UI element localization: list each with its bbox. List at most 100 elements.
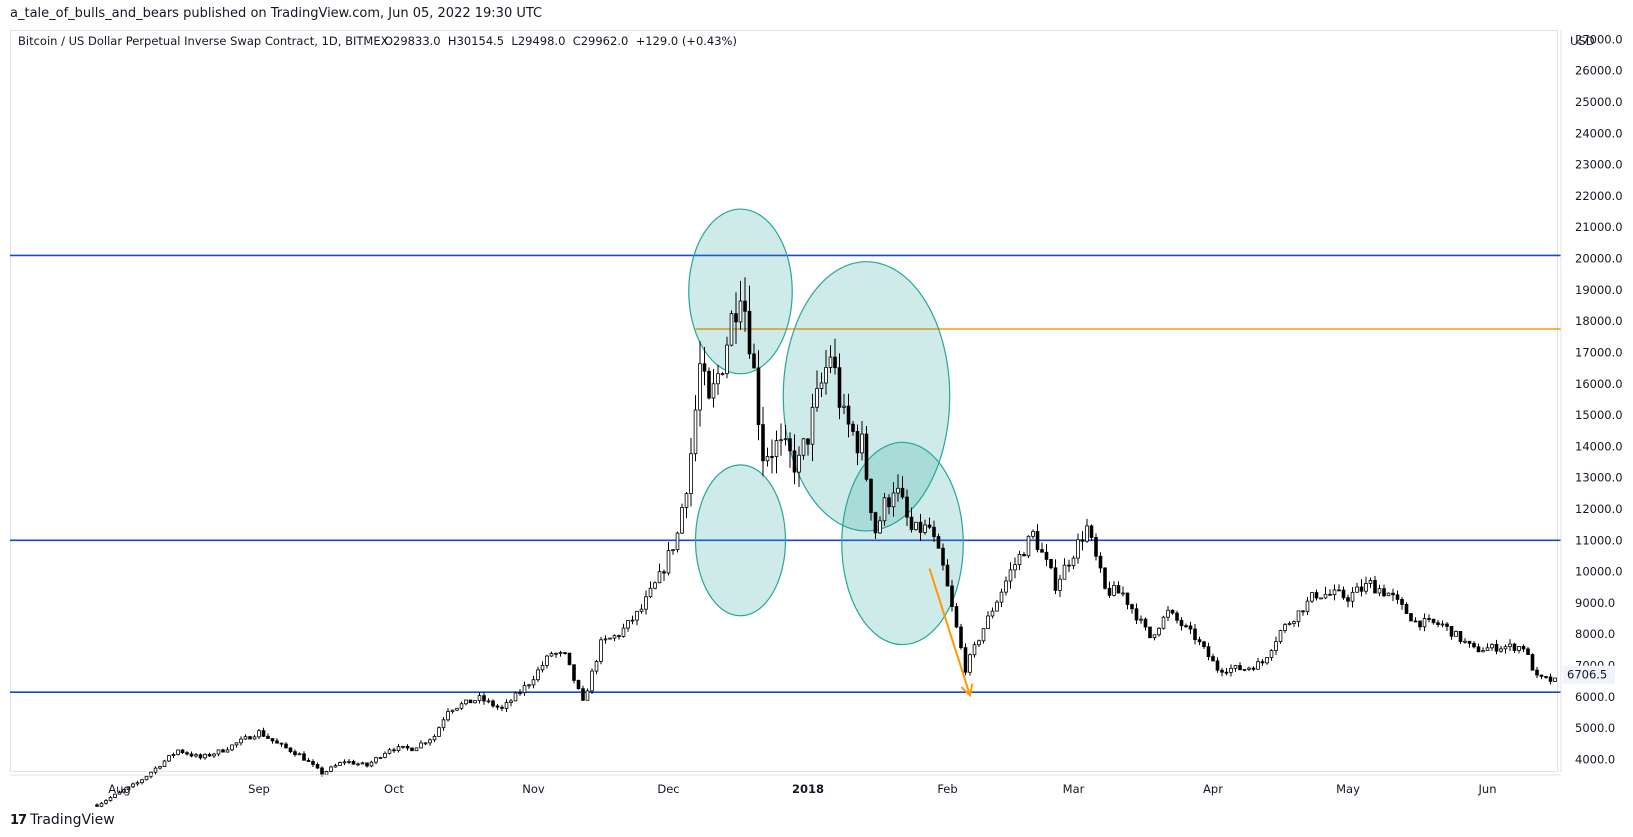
candle-body [270,738,275,742]
candle-body [1283,624,1287,631]
candle-body [828,356,833,368]
candle-body [423,742,428,745]
price-tick-label: 16000.0 [1575,377,1623,391]
time-tick-label: Aug [108,782,130,796]
candle-body [378,757,383,759]
candle-body [275,740,279,744]
price-tick-label: 18000.0 [1575,314,1623,328]
candle-body [675,532,680,551]
candle-body [1161,616,1166,629]
candle-body [905,496,909,518]
candle-body [261,730,266,737]
circle-drawing-1[interactable] [782,261,951,532]
circle-drawing-2[interactable] [694,464,787,617]
candle-body [572,664,576,681]
candle-body [923,524,927,533]
time-axis[interactable]: Aug Sep Oct Nov Dec 2018 Feb Mar Apr May Jun [108,782,1496,796]
candle-body [653,582,657,589]
candle-body [122,789,126,793]
candle-body [221,749,225,753]
price-tick-label: 22000.0 [1575,189,1623,203]
candle-body [693,409,698,455]
candle-body [1319,597,1323,600]
candle-body [999,591,1004,603]
candle-body [698,363,702,411]
candle-body [1071,557,1076,567]
candle-body [428,739,432,744]
price-tick-label: 21000.0 [1575,220,1623,234]
candle-body [774,440,779,457]
time-tick-label: Dec [657,782,679,796]
candle-body [1202,641,1206,648]
candle-body [621,627,626,637]
ohlc-values: O29833.0 H30154.5 L29498.0 C29962.0 +129… [384,34,737,48]
candle-body [603,638,608,641]
candle-body [432,735,437,741]
candle-body [846,405,851,425]
time-tick-label: 2018 [792,782,824,796]
price-tick-label: 14000.0 [1575,439,1623,453]
candle-body [1508,643,1512,648]
candle-body [203,753,207,759]
candle-body [1166,609,1170,618]
candle-body [108,797,113,801]
candle-body [1544,676,1548,678]
candle-body [1139,618,1143,621]
candle-body [1143,618,1148,628]
candle-body [756,367,761,425]
candle-body [135,782,140,785]
candle-body [1224,671,1229,674]
candle-body [1134,608,1139,621]
candle-body [153,767,158,773]
candle-body [486,700,491,703]
candle-body [230,744,234,751]
candle-body [1512,643,1517,651]
time-tick-label: Jun [1478,782,1497,796]
footer-brand[interactable]: 17 TradingView [10,812,115,828]
candle-body [1431,618,1436,624]
candle-body [401,745,405,748]
candle-body [891,492,896,508]
candle-body [797,454,801,473]
candle-body [243,736,248,740]
candle-body [743,300,747,312]
candle-body [1130,604,1134,610]
candle-body [248,736,252,740]
candle-body [558,652,563,654]
trend-arrow[interactable] [928,568,974,698]
candle-body [1323,593,1328,599]
arrow-head[interactable] [960,683,974,698]
candle-body [1494,644,1499,652]
candle-body [945,564,950,587]
candle-body [167,755,171,762]
candle-body [1004,580,1008,593]
time-tick-label: Nov [522,782,545,796]
candle-body [1247,667,1251,670]
arrow-shaft[interactable] [928,568,971,696]
candle-body [1229,667,1233,673]
candle-body [585,690,590,701]
candle-body [491,700,495,707]
candle-body [455,707,459,711]
candle-body [225,749,230,753]
candle-body [1526,648,1530,655]
candle-body [1157,627,1161,636]
candle-body [1031,531,1035,537]
candle-body [1472,643,1476,648]
price-tick-label: 11000.0 [1575,533,1623,547]
time-tick-label: Feb [937,782,957,796]
candle-body [671,549,675,552]
candle-body [1152,634,1157,639]
candle-body [419,742,423,749]
candle-body [1409,613,1413,622]
price-tick-label: 24000.0 [1575,126,1623,140]
price-axis[interactable]: 4000.05000.06000.07000.08000.09000.01000… [1563,32,1623,766]
price-tick-label: 6000.0 [1575,690,1615,704]
candle-body [212,753,216,757]
circle-drawings[interactable] [688,208,964,646]
candle-body [612,635,617,639]
currency-label: USD [1570,34,1595,48]
candle-body [716,373,720,385]
candle-body [909,516,914,531]
